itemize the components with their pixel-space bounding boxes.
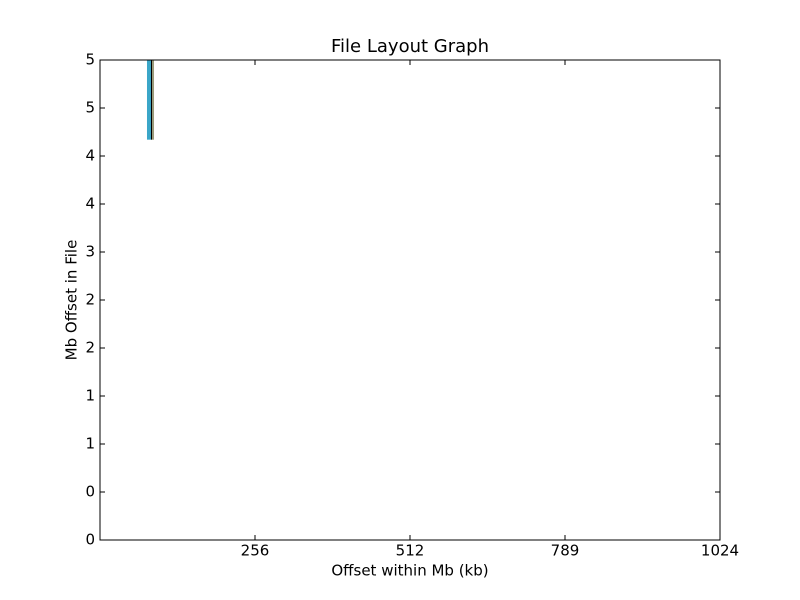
block (146, 60, 151, 140)
x-tick-label: 1024 (701, 542, 739, 560)
y-tick-label: 0 (85, 483, 95, 501)
y-tick-label: 5 (85, 99, 95, 117)
chart-title: File Layout Graph (331, 36, 489, 57)
y-tick-label: 4 (85, 195, 95, 213)
y-axis-label: Mb Offset in File (63, 240, 81, 361)
x-axis-label: Offset within Mb (kb) (331, 562, 488, 580)
block (152, 60, 155, 140)
y-tick-label: 2 (85, 339, 95, 357)
x-tick-label: 256 (241, 542, 270, 560)
y-tick-label: 4 (85, 147, 95, 165)
block (150, 60, 153, 140)
y-tick-label: 3 (85, 243, 95, 261)
y-tick-label: 0 (85, 531, 95, 549)
y-tick-label: 1 (85, 435, 95, 453)
x-tick-label: 789 (551, 542, 580, 560)
y-tick-label: 1 (85, 387, 95, 405)
x-tick-label: 512 (396, 542, 425, 560)
y-tick-label: 2 (85, 291, 95, 309)
y-tick-label: 5 (85, 51, 95, 69)
